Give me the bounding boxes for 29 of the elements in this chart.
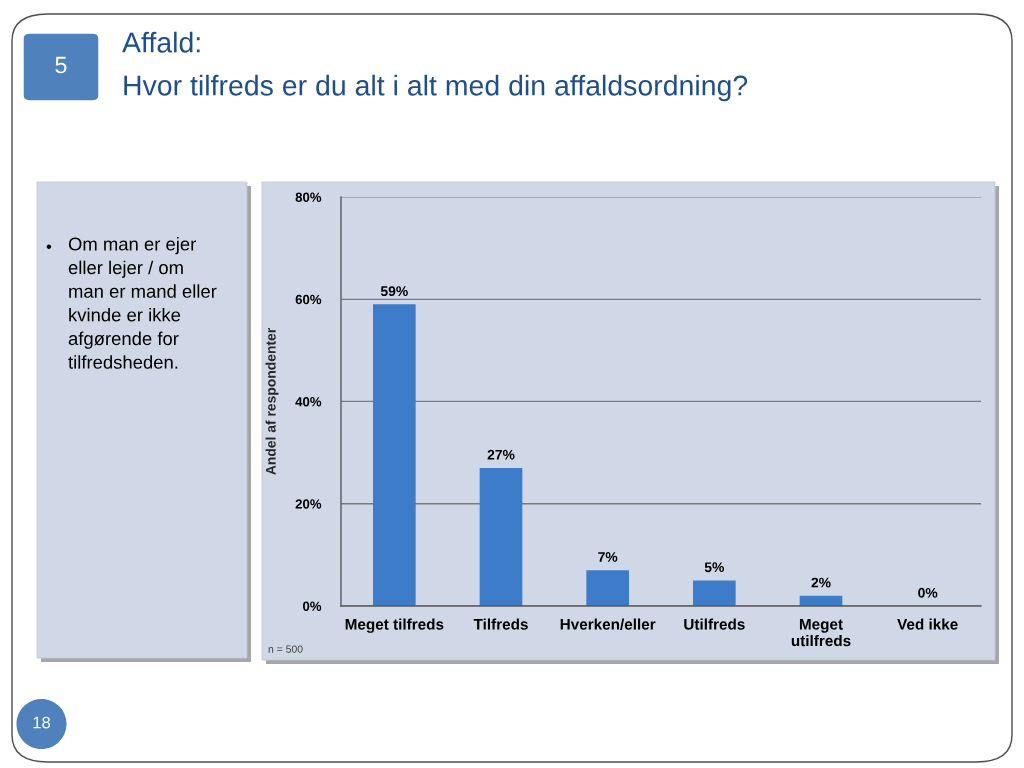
y-axis-title: Andel af respondenter [265, 328, 279, 475]
data-label: 7% [598, 552, 618, 562]
y-tick-label: 20% [295, 499, 322, 509]
x-tick-label: Utilfreds [684, 618, 745, 630]
text: Om man er ejer eller lejer / om man er mand eller kvinde er ikke afgørende for tilfredsheden. [68, 237, 217, 369]
data-label: 2% [811, 577, 831, 588]
x-tick-label: Tilfreds [473, 618, 528, 630]
y-tick-label: 40% [295, 397, 322, 407]
chart-title: Affald: [122, 31, 200, 53]
x-tick-label: Ved ikke [897, 618, 958, 630]
text: n = 500 [268, 645, 303, 653]
bar [479, 467, 523, 606]
bar [586, 570, 629, 606]
data-label: 27% [487, 449, 515, 460]
bar [693, 580, 736, 606]
y-tick-label: 80% [295, 192, 322, 202]
text: 18 [33, 716, 51, 729]
x-tick-label: Meget utilfreds [791, 618, 851, 647]
x-tick-label: Meget tilfreds [345, 618, 444, 633]
chart-subtitle: Hvor tilfreds er du alt i alt med din affaldsordning? [124, 74, 748, 102]
x-tick-label: Hverken/eller [560, 618, 656, 630]
bar [373, 304, 416, 606]
text: • [46, 244, 52, 250]
text: 5 [55, 56, 67, 74]
y-tick-label: 60% [295, 294, 322, 305]
data-label: 0% [918, 587, 938, 598]
data-label: 59% [380, 286, 408, 297]
y-tick-label: 0% [303, 601, 322, 611]
data-label: 5% [704, 562, 724, 573]
